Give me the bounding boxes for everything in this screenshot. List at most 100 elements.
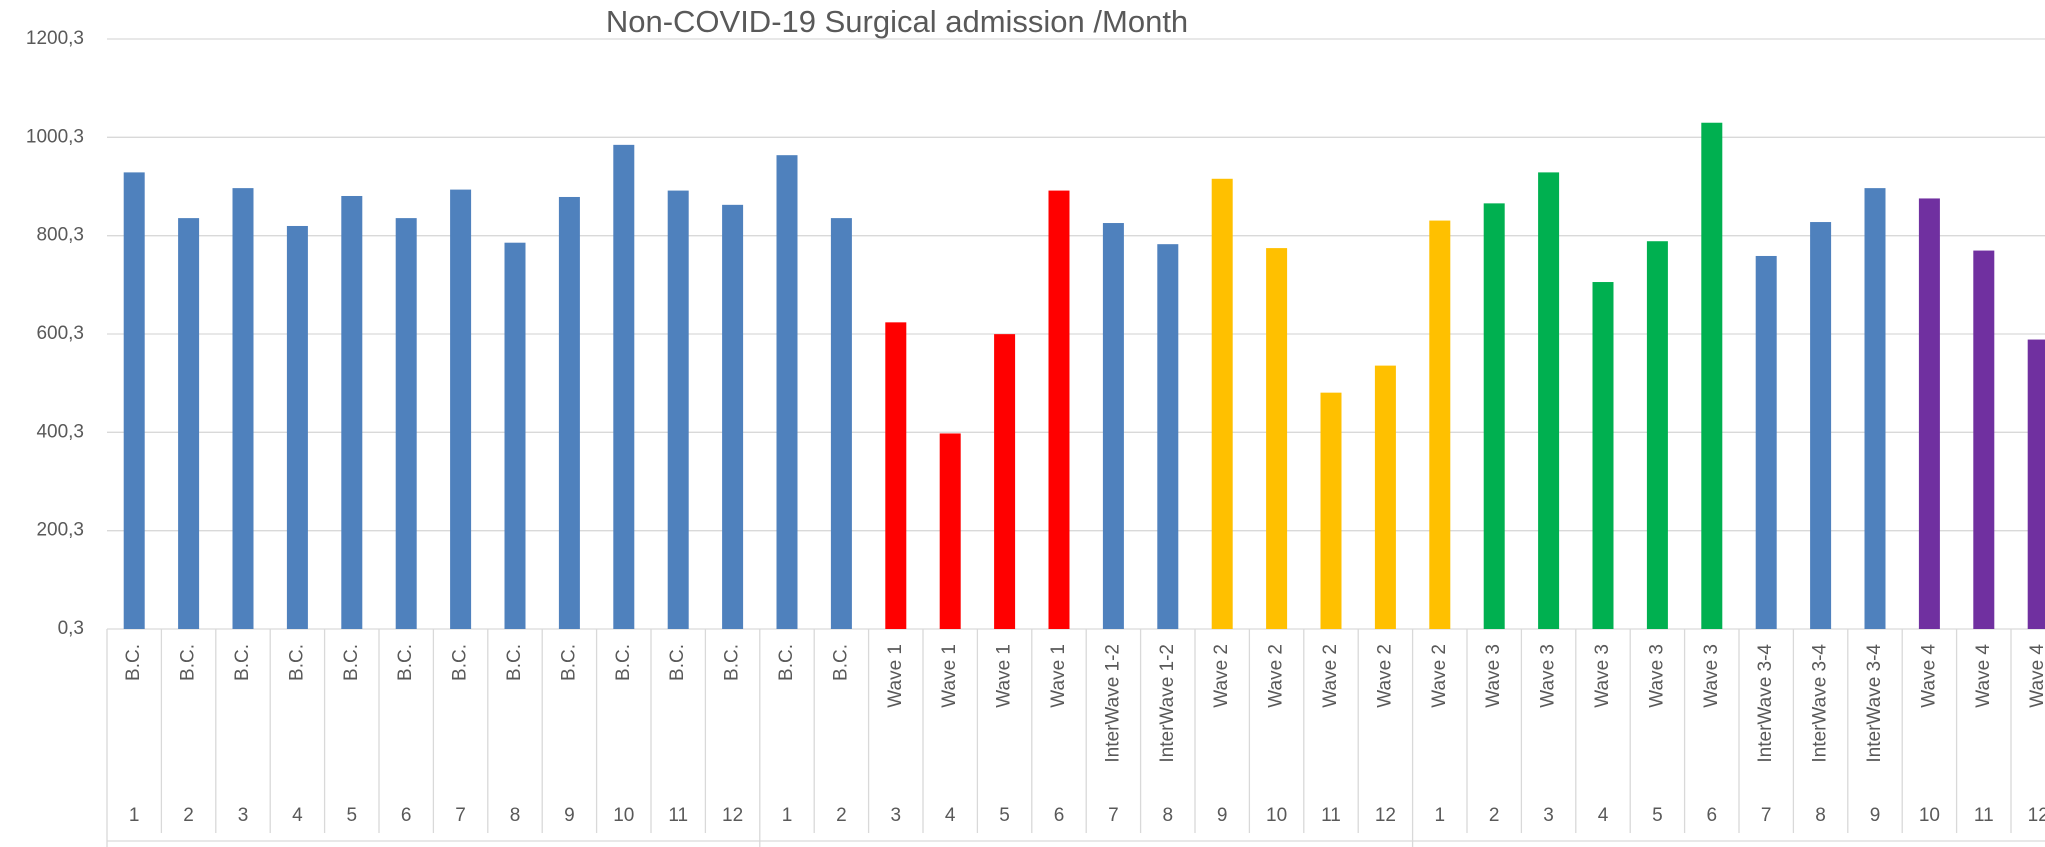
month-label: 6 [401,805,412,826]
category-label: B.C. [178,644,199,681]
month-label: 1 [1435,805,1446,826]
category-label: Wave 3 [1483,644,1504,708]
category-label: InterWave 1-2 [1102,644,1123,763]
month-label: 5 [1652,805,1663,826]
chart-title: Non-COVID-19 Surgical admission /Month [606,4,1188,39]
y-tick-label: 200,3 [36,520,84,541]
bar [341,195,363,629]
bar [178,218,200,629]
month-label: 4 [292,805,303,826]
y-tick-label: 1000,3 [26,126,84,147]
category-label: B.C. [830,644,851,681]
bar [830,218,852,629]
category-label: Wave 3 [1646,644,1667,708]
bar [1157,244,1179,630]
month-label: 11 [1321,805,1341,826]
month-label: 6 [1707,805,1718,826]
bar [1864,188,1886,629]
month-label: 7 [1108,805,1119,826]
bar [232,188,254,629]
category-label: Wave 2 [1429,644,1450,708]
bar [722,204,744,629]
category-label: B.C. [667,644,688,681]
bar [667,190,689,630]
category-label: B.C. [722,644,743,681]
month-label: 3 [1543,805,1554,826]
bar [1755,255,1777,629]
category-label: Wave 1 [885,644,906,708]
bar [1320,392,1342,629]
bar [1266,248,1288,629]
bar [2027,339,2045,629]
month-label: 1 [782,805,793,826]
bar [939,433,961,629]
category-label: Wave 2 [1266,644,1287,708]
bar [885,322,907,629]
category-label: B.C. [776,644,797,681]
category-label: Wave 1 [994,644,1015,708]
y-tick-label: 400,3 [36,421,84,442]
month-label: 5 [347,805,358,826]
month-label: 8 [1815,805,1826,826]
bar [1048,190,1070,630]
bar [1102,223,1124,630]
month-label: 7 [455,805,466,826]
category-label: Wave 3 [1592,644,1613,708]
month-label: 12 [1375,805,1396,826]
month-label: 1 [129,805,140,826]
category-label: B.C. [558,644,579,681]
category-label: InterWave 3-4 [1755,644,1776,763]
bar [994,334,1016,629]
category-label: InterWave 3-4 [1864,644,1885,763]
month-label: 12 [2028,805,2045,826]
category-label: B.C. [286,644,307,681]
category-label: Wave 3 [1538,644,1559,708]
month-label: 10 [613,805,634,826]
y-tick-label: 1200,3 [26,28,84,49]
month-label: 9 [1217,805,1228,826]
bar [286,225,308,629]
bar [1973,250,1995,630]
category-label: B.C. [123,644,144,681]
category-label: Wave 4 [1918,644,1939,708]
category-label: Wave 4 [2027,644,2045,708]
month-label: 3 [238,805,249,826]
category-label: Wave 2 [1320,644,1341,708]
month-label: 6 [1054,805,1065,826]
category-label: B.C. [395,644,416,681]
bar [1374,365,1396,629]
bar [1429,220,1451,629]
category-label: B.C. [450,644,471,681]
month-label: 4 [1598,805,1609,826]
bar [395,218,417,629]
bar [504,242,526,629]
bar [558,196,580,629]
category-label: B.C. [232,644,253,681]
bar [123,172,145,629]
bar [450,189,472,629]
month-label: 11 [1974,805,1994,826]
y-tick-label: 800,3 [36,225,84,246]
category-label: B.C. [504,644,525,681]
category-label: InterWave 3-4 [1810,644,1831,763]
bar [1592,282,1614,629]
month-label: 11 [668,805,688,826]
bar [776,155,798,629]
category-label: B.C. [341,644,362,681]
category-label: Wave 3 [1701,644,1722,708]
category-label: Wave 1 [1048,644,1069,708]
month-label: 2 [183,805,194,826]
bar [1701,122,1723,629]
bar [1918,198,1940,629]
month-label: 3 [891,805,902,826]
category-label: Wave 2 [1211,644,1232,708]
month-label: 2 [836,805,847,826]
y-tick-label: 0,3 [58,618,84,639]
month-label: 7 [1761,805,1772,826]
month-label: 9 [564,805,575,826]
bar [1810,222,1832,630]
month-label: 8 [510,805,521,826]
month-label: 5 [999,805,1010,826]
